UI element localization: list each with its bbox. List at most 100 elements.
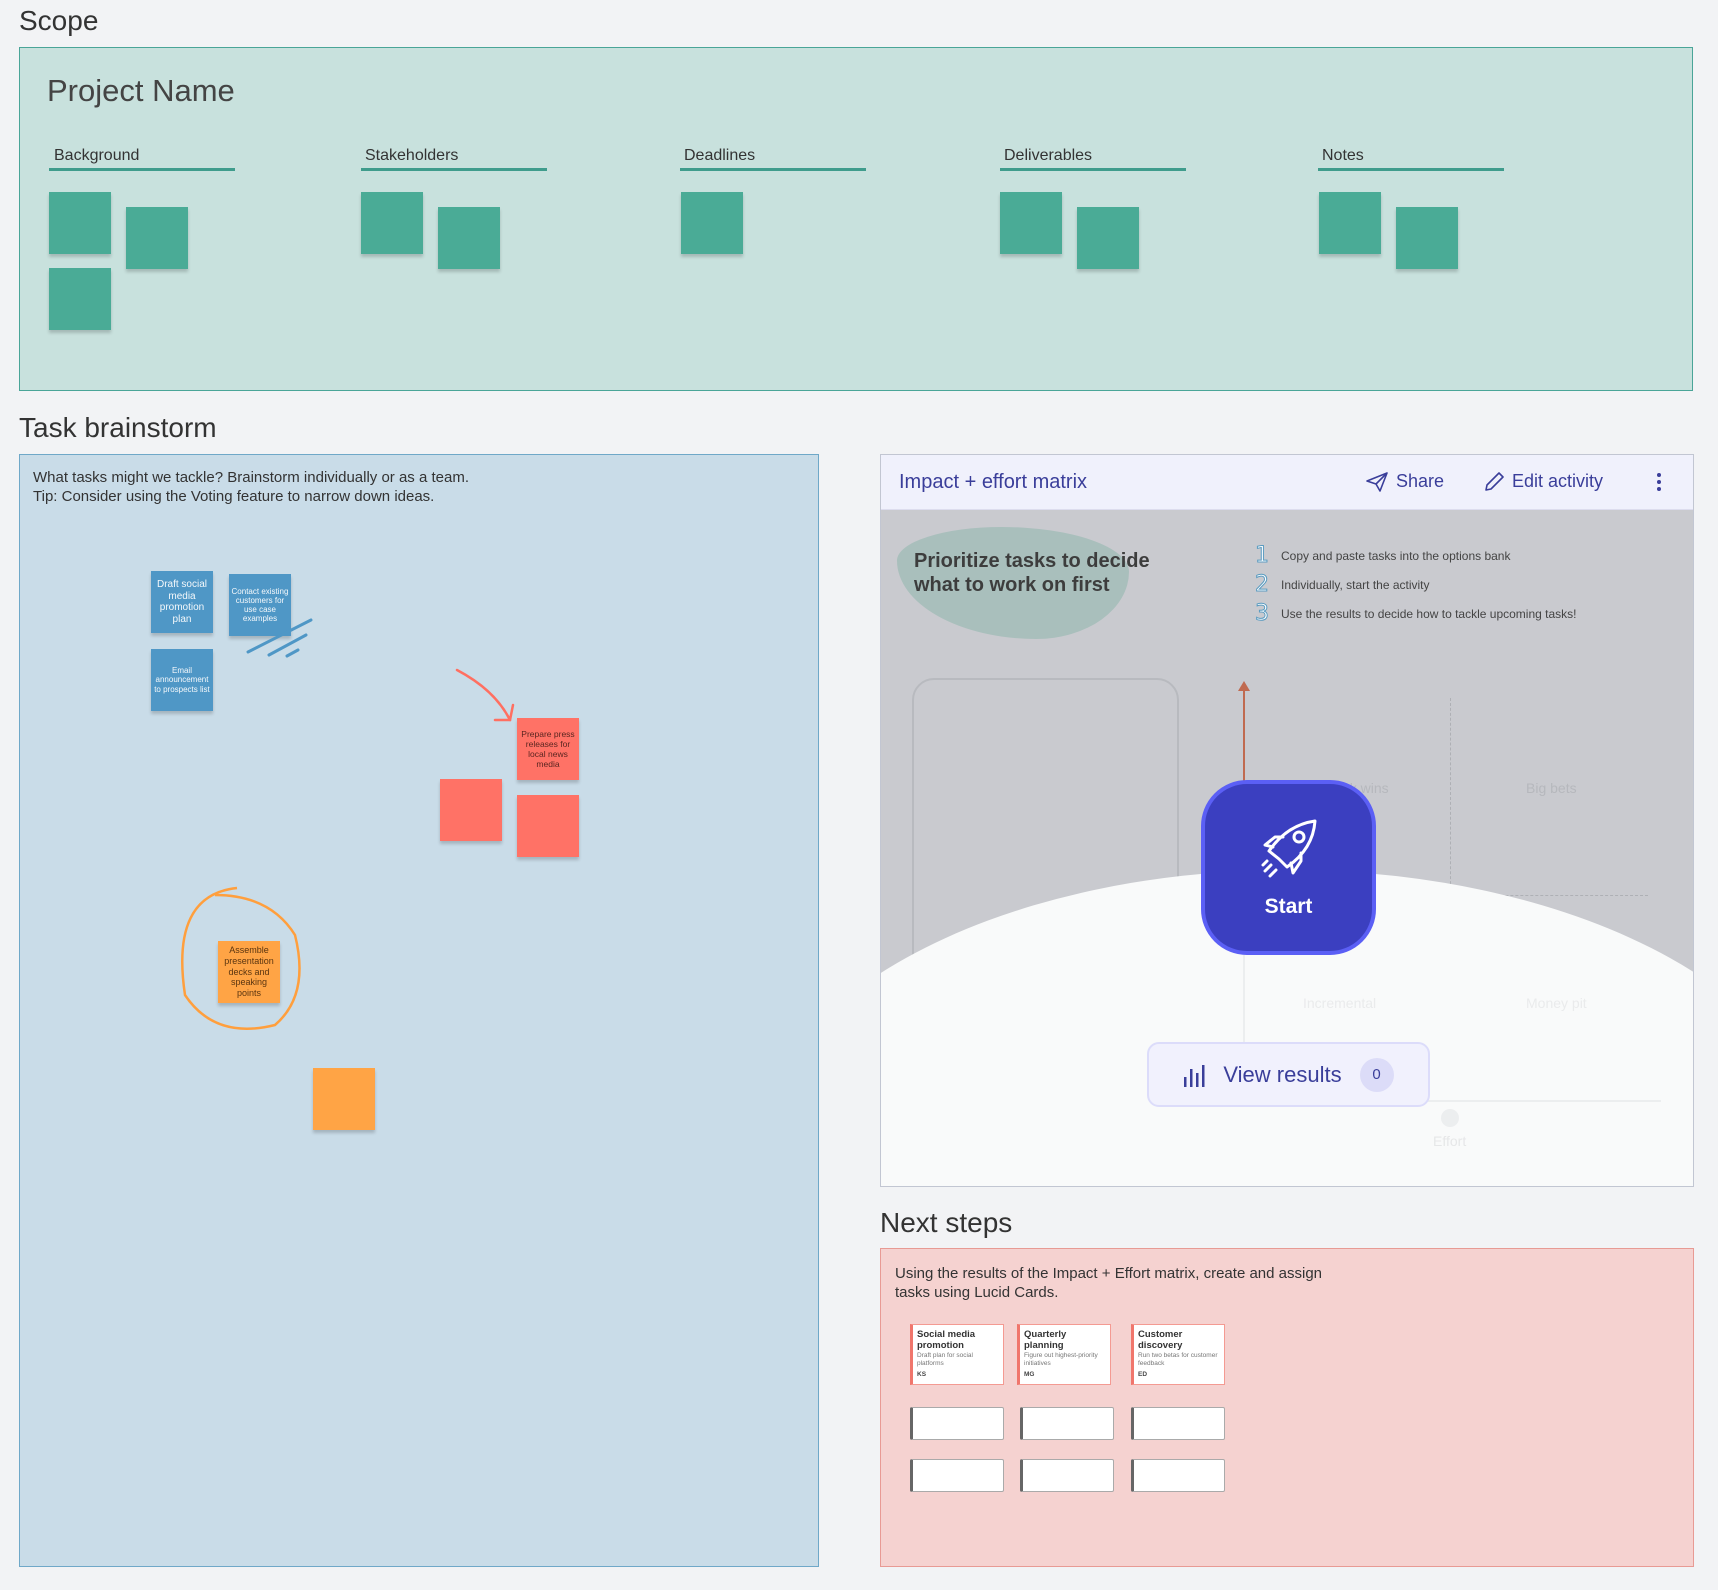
pencil-icon (1485, 471, 1504, 491)
empty-card[interactable] (1020, 1459, 1114, 1492)
assignee-initials: ED (1138, 1371, 1148, 1378)
card-description: Run two betas for customer feedback (1138, 1352, 1218, 1367)
results-count-badge: 0 (1359, 1057, 1394, 1092)
start-button[interactable]: Start (1201, 780, 1376, 955)
sticky-note[interactable] (438, 207, 500, 269)
rocket-icon (1261, 819, 1316, 877)
effort-icon (1441, 1109, 1459, 1127)
scope-frame: Project Name Background Stakeholders Dea… (19, 47, 1693, 391)
lucid-card[interactable]: Quarterly planning Figure out highest-pr… (1017, 1324, 1111, 1385)
empty-card[interactable] (910, 1459, 1004, 1492)
next-steps-text: Using the results of the Impact + Effort… (895, 1264, 1322, 1302)
assignee-initials: MG (1024, 1371, 1035, 1378)
axis-arrow-icon (1238, 681, 1250, 691)
next-steps-title: Next steps (880, 1207, 1013, 1238)
sticky-note[interactable] (681, 192, 743, 254)
sticky-note-red[interactable]: Prepare press releases for local news me… (517, 718, 579, 780)
quadrant-divider (1450, 698, 1451, 894)
quadrant-big-bets: Big bets (1526, 780, 1577, 796)
empty-card[interactable] (1131, 1459, 1225, 1492)
view-results-label: View results (1223, 1061, 1342, 1087)
divider (49, 168, 235, 171)
project-name[interactable]: Project Name (47, 73, 235, 108)
sticky-note[interactable] (1077, 207, 1139, 269)
column-notes: Notes (1322, 147, 1364, 164)
matrix-header: Impact + effort matrix Share Edit activi… (881, 455, 1693, 510)
edit-activity-label: Edit activity (1512, 471, 1604, 491)
text-line: Using the results of the Impact + Effort… (895, 1265, 1323, 1282)
divider (361, 168, 547, 171)
text-line: tasks using Lucid Cards. (895, 1284, 1059, 1301)
step-number: 1 (1255, 543, 1270, 569)
sticky-note[interactable] (126, 207, 188, 269)
share-label: Share (1396, 471, 1445, 491)
sticky-note-orange[interactable]: Assemble presentation decks and speaking… (218, 941, 280, 1003)
edit-activity-button[interactable]: Edit activity (1484, 471, 1603, 492)
assignee-initials: KS (917, 1371, 927, 1378)
divider (1000, 168, 1186, 171)
lucid-card[interactable]: Customer discovery Run two betas for cus… (1131, 1324, 1225, 1385)
circle-annotation (181, 886, 301, 1030)
step-number: 2 (1255, 572, 1270, 598)
column-background: Background (54, 147, 140, 164)
quadrant-incremental: Incremental (1303, 995, 1377, 1011)
empty-card[interactable] (1131, 1407, 1225, 1440)
step-text: Individually, start the activity (1281, 577, 1430, 592)
effort-axis (1246, 1100, 1661, 1102)
heading-line: Prioritize tasks to decide (914, 550, 1150, 572)
step-text: Use the results to decide how to tackle … (1281, 606, 1577, 621)
empty-card[interactable] (910, 1407, 1004, 1440)
quadrant-money-pit: Money pit (1526, 995, 1587, 1011)
sticky-note[interactable] (361, 192, 423, 254)
step-number: 3 (1255, 601, 1270, 627)
card-title: Social media promotion (917, 1329, 976, 1351)
brainstorm-intro: What tasks might we tackle? Brainstorm i… (33, 468, 469, 506)
matrix-heading: Prioritize tasks to decide what to work … (914, 549, 1150, 597)
step-1: 1 Copy and paste tasks into the options b… (1255, 543, 1511, 569)
divider (1318, 168, 1504, 171)
sticky-note[interactable] (49, 192, 111, 254)
card-title: Quarterly planning (1024, 1329, 1067, 1351)
sticky-note[interactable] (1319, 192, 1381, 254)
share-button[interactable]: Share (1366, 471, 1444, 492)
sticky-note[interactable] (1396, 207, 1458, 269)
column-deliverables: Deliverables (1004, 147, 1093, 164)
card-description: Figure out highest-priority initiatives (1024, 1352, 1098, 1367)
sticky-note-blue[interactable]: Email announcement to prospects list (151, 649, 213, 711)
scope-title: Scope (19, 5, 99, 36)
drawing-layer (181, 618, 515, 1030)
divider (680, 168, 866, 171)
start-label: Start (1264, 894, 1313, 918)
sticky-note-red[interactable] (440, 779, 502, 841)
next-steps-frame: Using the results of the Impact + Effort… (880, 1248, 1694, 1567)
intro-line: What tasks might we tackle? Brainstorm i… (33, 469, 470, 486)
heading-line: what to work on first (914, 574, 1110, 596)
impact-effort-matrix: Prioritize tasks to decide what to work … (880, 454, 1694, 1187)
sticky-note-blue[interactable]: Draft social media promotion plan (151, 571, 213, 633)
tip-line: Tip: Consider using the Voting feature t… (33, 488, 435, 505)
brainstorm-frame: What tasks might we tackle? Brainstorm i… (19, 454, 819, 1567)
more-options-icon[interactable] (1657, 473, 1661, 491)
view-results-button[interactable]: View results 0 (1147, 1042, 1430, 1107)
paper-plane-icon (1366, 471, 1388, 492)
matrix-title: Impact + effort matrix (899, 471, 1088, 493)
sticky-note[interactable] (1000, 192, 1062, 254)
step-2: 2 Individually, start the activity (1255, 572, 1430, 598)
impact-axis-faded (1243, 955, 1245, 1045)
sticky-note-orange[interactable] (313, 1068, 375, 1130)
effort-axis-label: Effort (1433, 1133, 1467, 1149)
pen-strokes (246, 618, 313, 658)
arrow-icon (455, 668, 515, 722)
brainstorm-title: Task brainstorm (19, 412, 217, 443)
bar-chart-icon (1184, 1064, 1205, 1087)
card-description: Draft plan for social platforms (917, 1352, 973, 1367)
empty-card[interactable] (1020, 1407, 1114, 1440)
lucid-card[interactable]: Social media promotion Draft plan for so… (910, 1324, 1004, 1385)
sticky-note-blue[interactable]: Contact existing customers for use case … (229, 574, 291, 636)
column-stakeholders: Stakeholders (365, 147, 459, 164)
column-deadlines: Deadlines (684, 147, 756, 164)
sticky-note[interactable] (49, 268, 111, 330)
step-3: 3 Use the results to decide how to tackle… (1255, 601, 1577, 627)
card-title: Customer discovery (1138, 1329, 1183, 1351)
sticky-note-red[interactable] (517, 795, 579, 857)
